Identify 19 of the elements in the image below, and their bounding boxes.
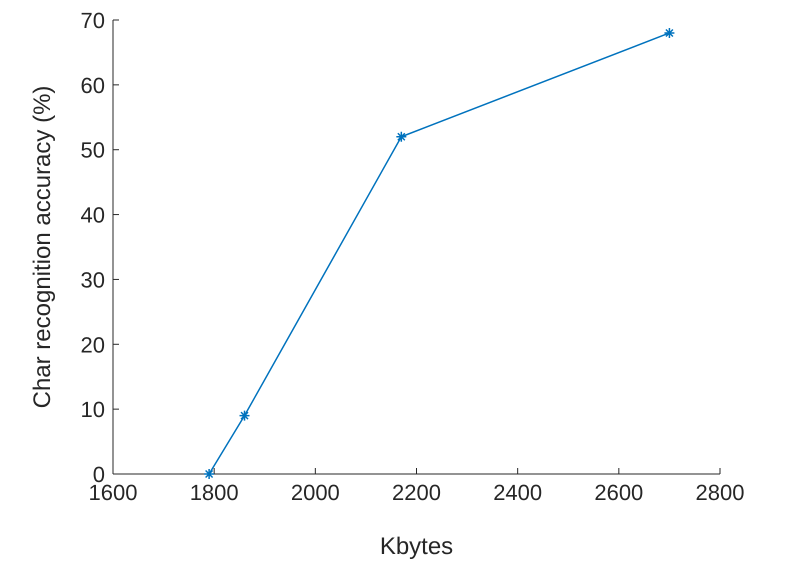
x-tick-label: 2000 xyxy=(290,480,340,505)
y-tick-label: 30 xyxy=(80,267,105,292)
x-tick-label: 2600 xyxy=(594,480,644,505)
y-tick-label: 70 xyxy=(80,8,105,33)
y-tick-label: 50 xyxy=(80,138,105,163)
x-axis-title: Kbytes xyxy=(380,533,454,560)
y-tick-label: 10 xyxy=(80,397,105,422)
x-tick-label: 1800 xyxy=(190,480,239,505)
y-tick-label: 60 xyxy=(80,72,105,98)
x-tick-label: 2200 xyxy=(392,480,441,505)
point xyxy=(203,468,215,480)
y-axis-title: Char recognition accuracy (%) xyxy=(29,86,56,408)
point xyxy=(396,130,408,142)
point xyxy=(664,27,676,39)
y-tick-label: 20 xyxy=(80,332,105,358)
y-tick-label: 40 xyxy=(80,202,105,228)
x-tick-label: 2400 xyxy=(493,480,542,505)
x-tick-label: 2800 xyxy=(696,480,744,505)
point xyxy=(238,410,250,422)
